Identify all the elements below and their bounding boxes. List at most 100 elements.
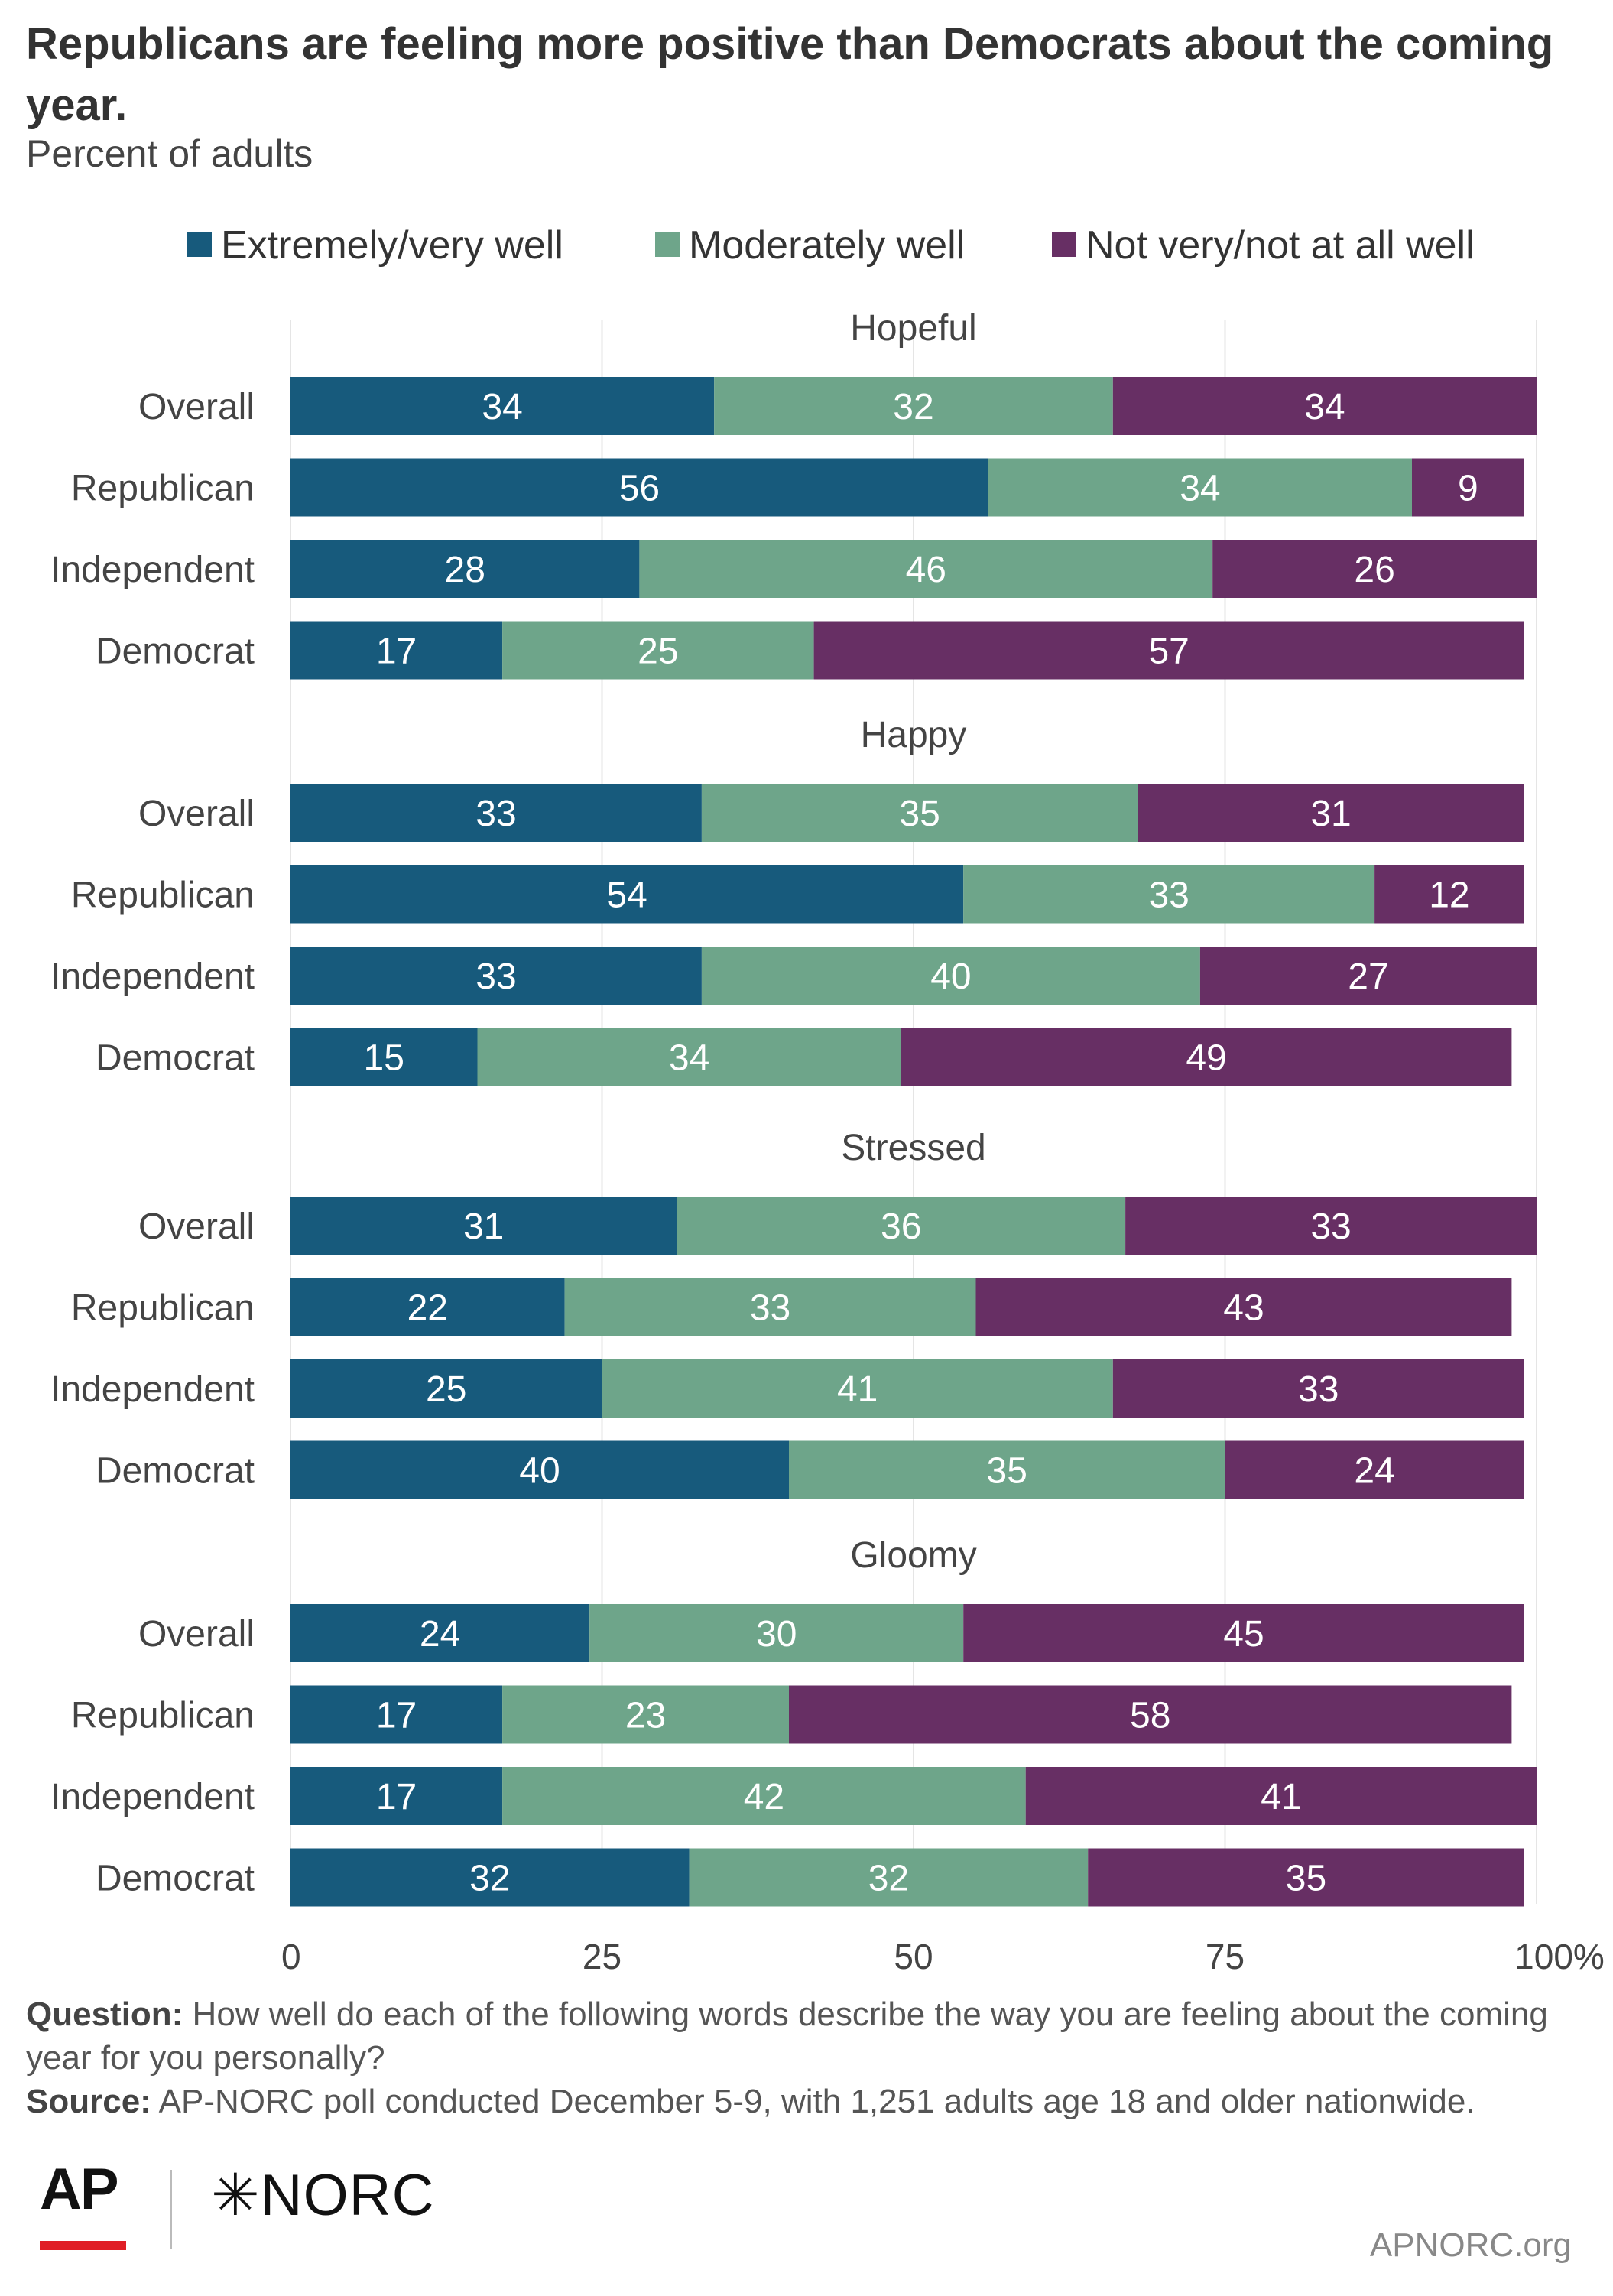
row-label-stressed-republican: Republican [71, 1288, 255, 1329]
row-label-hopeful-republican: Republican [71, 469, 255, 509]
website-link[interactable]: APNORC.org [1369, 2226, 1572, 2264]
bar-happy-democrat-extremely-very-well [290, 1028, 478, 1086]
bar-label-gloomy-republican-not-very-not-at-all-well: 58 [1130, 1696, 1170, 1736]
bar-stressed-republican-not-very-not-at-all-well [975, 1278, 1512, 1336]
legend-swatch-moderately-well [655, 232, 680, 257]
bar-hopeful-republican-not-very-not-at-all-well [1412, 458, 1524, 517]
bar-hopeful-republican-moderately-well [988, 458, 1412, 517]
bar-label-stressed-republican-extremely-very-well: 22 [407, 1288, 448, 1329]
bar-label-stressed-republican-moderately-well: 33 [750, 1288, 790, 1329]
bar-label-stressed-independent-not-very-not-at-all-well: 33 [1298, 1369, 1339, 1410]
bar-label-stressed-independent-moderately-well: 41 [837, 1369, 878, 1410]
bar-label-stressed-independent-extremely-very-well: 25 [426, 1369, 466, 1410]
bar-label-hopeful-independent-not-very-not-at-all-well: 26 [1354, 550, 1394, 590]
bar-label-stressed-overall-extremely-very-well: 31 [463, 1206, 504, 1247]
bar-hopeful-independent-extremely-very-well [290, 540, 640, 598]
bar-label-hopeful-republican-moderately-well: 34 [1180, 469, 1220, 509]
row-label-happy-democrat: Democrat [96, 1038, 255, 1079]
footnotes: Question: How well do each of the follow… [26, 1992, 1593, 2123]
question-label: Question: [26, 1996, 183, 2033]
bar-label-gloomy-republican-moderately-well: 23 [625, 1696, 666, 1736]
bar-gloomy-democrat-extremely-very-well [290, 1848, 690, 1907]
bar-gloomy-independent-extremely-very-well [290, 1767, 503, 1825]
bar-stressed-democrat-not-very-not-at-all-well [1225, 1440, 1524, 1499]
bar-stressed-independent-moderately-well [602, 1359, 1113, 1418]
bar-label-happy-republican-extremely-very-well: 54 [606, 875, 647, 916]
norc-logo: ✳NORC [211, 2163, 435, 2228]
bar-gloomy-democrat-not-very-not-at-all-well [1088, 1848, 1524, 1907]
legend-label-moderately-well: Moderately well [689, 223, 965, 268]
bar-label-gloomy-overall-extremely-very-well: 24 [420, 1614, 460, 1655]
row-label-happy-independent: Independent [50, 956, 255, 997]
row-label-hopeful-democrat: Democrat [96, 632, 255, 672]
bar-label-happy-democrat-moderately-well: 34 [669, 1038, 709, 1079]
group-title-hopeful: Hopeful [850, 308, 976, 349]
bar-label-gloomy-independent-not-very-not-at-all-well: 41 [1261, 1777, 1301, 1817]
bar-label-happy-independent-not-very-not-at-all-well: 27 [1348, 956, 1388, 997]
bar-label-happy-overall-extremely-very-well: 33 [475, 794, 516, 834]
source-label: Source: [26, 2083, 151, 2120]
bar-hopeful-republican-extremely-very-well [290, 458, 988, 517]
bar-label-hopeful-independent-extremely-very-well: 28 [445, 550, 485, 590]
x-tick-label-25: 25 [583, 1937, 622, 1976]
row-label-stressed-independent: Independent [50, 1369, 255, 1410]
bar-label-stressed-democrat-extremely-very-well: 40 [519, 1451, 560, 1492]
chart-title: Republicans are feeling more positive th… [26, 19, 1554, 130]
source-note: Source: AP-NORC poll conducted December … [26, 2080, 1593, 2123]
bar-happy-democrat-not-very-not-at-all-well [901, 1028, 1512, 1086]
bar-label-gloomy-overall-moderately-well: 30 [756, 1614, 797, 1655]
row-label-gloomy-democrat: Democrat [96, 1859, 255, 1899]
bar-label-happy-independent-moderately-well: 40 [930, 956, 971, 997]
bar-label-stressed-democrat-not-very-not-at-all-well: 24 [1354, 1451, 1394, 1492]
row-label-gloomy-independent: Independent [50, 1777, 255, 1817]
bar-label-hopeful-overall-extremely-very-well: 34 [482, 387, 522, 427]
bar-stressed-republican-extremely-very-well [290, 1278, 565, 1336]
bar-label-gloomy-overall-not-very-not-at-all-well: 45 [1223, 1614, 1264, 1655]
bar-happy-independent-moderately-well [701, 947, 1200, 1005]
bar-label-hopeful-overall-not-very-not-at-all-well: 34 [1304, 387, 1345, 427]
bar-label-hopeful-republican-not-very-not-at-all-well: 9 [1458, 469, 1478, 509]
logo-divider [170, 2170, 172, 2249]
ap-logo-underline [40, 2241, 126, 2250]
group-title-stressed: Stressed [841, 1128, 985, 1168]
bar-stressed-overall-not-very-not-at-all-well [1125, 1197, 1537, 1255]
bar-label-happy-democrat-extremely-very-well: 15 [364, 1038, 404, 1079]
legend-item-not-very-not-at-all-well: Not very/not at all well [1052, 223, 1475, 268]
row-label-gloomy-overall: Overall [138, 1614, 255, 1655]
bar-label-gloomy-democrat-not-very-not-at-all-well: 35 [1286, 1859, 1326, 1899]
legend-label-not-very-not-at-all-well: Not very/not at all well [1086, 223, 1475, 268]
legend-item-extremely-very-well: Extremely/very well [187, 223, 563, 268]
bar-label-gloomy-republican-extremely-very-well: 17 [376, 1696, 417, 1736]
bar-label-stressed-overall-not-very-not-at-all-well: 33 [1310, 1206, 1351, 1247]
bar-hopeful-independent-moderately-well [639, 540, 1213, 598]
chart-subtitle: Percent of adults [26, 132, 313, 175]
legend-swatch-extremely-very-well [187, 232, 212, 257]
bar-label-hopeful-democrat-not-very-not-at-all-well: 57 [1148, 632, 1189, 672]
stacked-bar-chart: Extremely/very well Moderately well Not ve… [50, 223, 1605, 1976]
bar-hopeful-democrat-extremely-very-well [290, 621, 503, 680]
bar-label-happy-overall-moderately-well: 35 [899, 794, 940, 834]
legend-label-extremely-very-well: Extremely/very well [221, 223, 563, 268]
bar-stressed-independent-not-very-not-at-all-well [1112, 1359, 1524, 1418]
x-tick-label-0: 0 [281, 1937, 301, 1976]
bar-label-hopeful-overall-moderately-well: 32 [893, 387, 933, 427]
bar-label-gloomy-independent-extremely-very-well: 17 [376, 1777, 417, 1817]
group-title-gloomy: Gloomy [850, 1535, 976, 1576]
x-tick-label-50: 50 [894, 1937, 933, 1976]
bar-stressed-republican-moderately-well [564, 1278, 976, 1336]
x-tick-label-75: 75 [1206, 1937, 1245, 1976]
bar-stressed-independent-extremely-very-well [290, 1359, 602, 1418]
bar-gloomy-overall-not-very-not-at-all-well [963, 1604, 1524, 1662]
row-label-happy-overall: Overall [138, 794, 255, 834]
bar-label-happy-independent-extremely-very-well: 33 [475, 956, 516, 997]
bar-label-happy-overall-not-very-not-at-all-well: 31 [1310, 794, 1351, 834]
bar-label-hopeful-independent-moderately-well: 46 [906, 550, 946, 590]
bar-stressed-democrat-moderately-well [789, 1440, 1225, 1499]
question-note: Question: How well do each of the follow… [26, 1992, 1593, 2080]
bar-gloomy-republican-moderately-well [502, 1685, 789, 1744]
bar-label-happy-republican-not-very-not-at-all-well: 12 [1429, 875, 1469, 916]
bar-happy-independent-not-very-not-at-all-well [1199, 947, 1537, 1005]
row-label-stressed-overall: Overall [138, 1206, 255, 1247]
source-text: AP-NORC poll conducted December 5-9, wit… [151, 2083, 1475, 2120]
x-tick-label-100: 100% [1514, 1937, 1605, 1976]
